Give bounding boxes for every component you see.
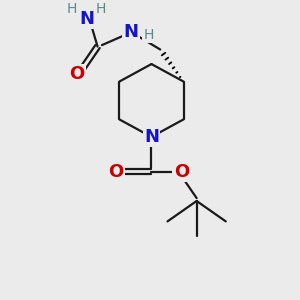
Text: O: O [70, 65, 85, 83]
Text: N: N [124, 23, 139, 41]
Text: H: H [66, 2, 76, 16]
Text: N: N [144, 128, 159, 146]
Text: O: O [108, 163, 124, 181]
Text: O: O [174, 163, 189, 181]
Text: H: H [143, 28, 154, 42]
Text: H: H [95, 2, 106, 16]
Text: N: N [80, 10, 95, 28]
